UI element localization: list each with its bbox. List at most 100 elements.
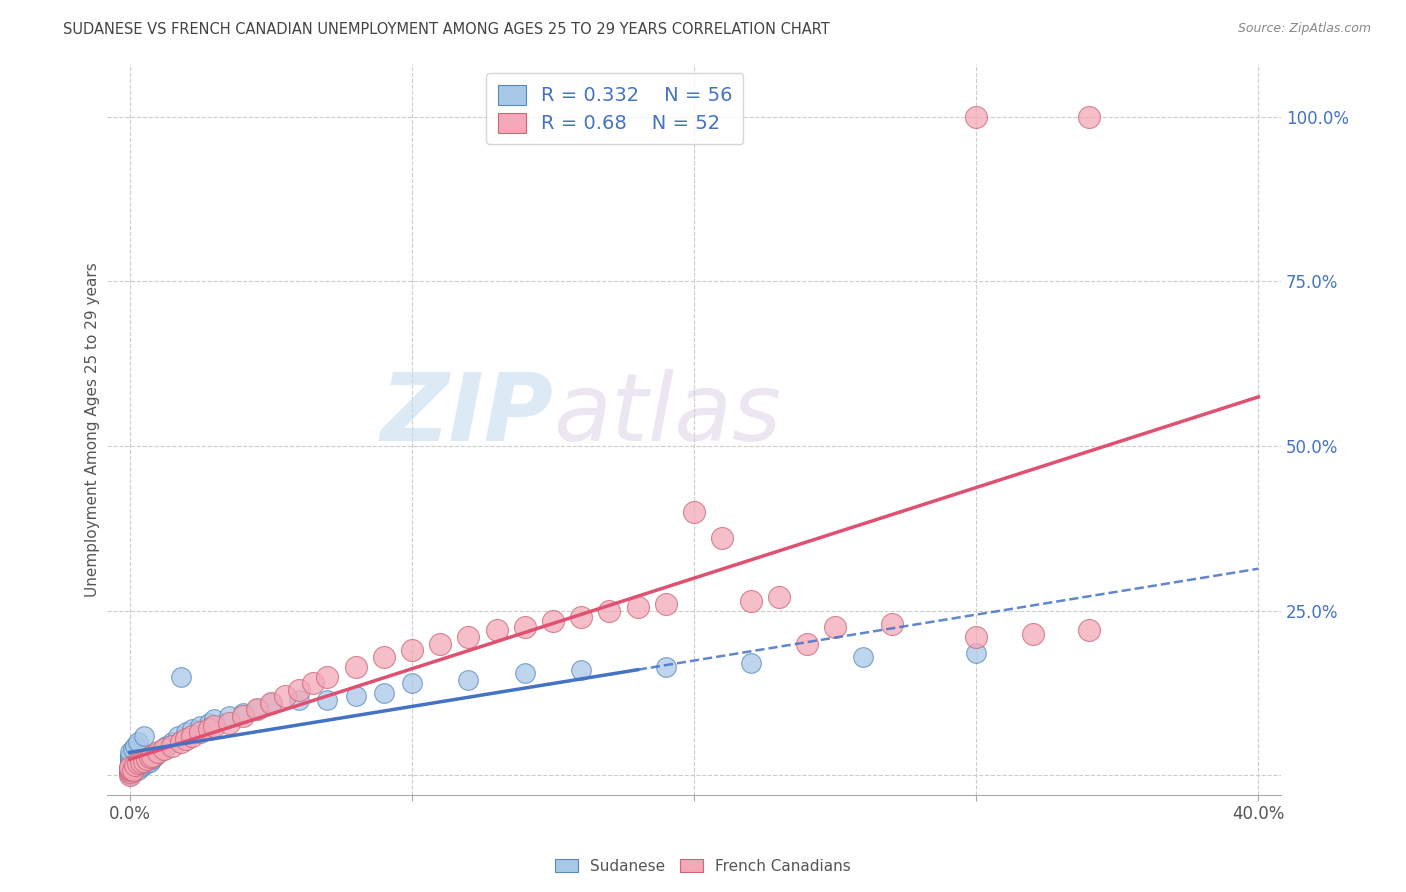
Y-axis label: Unemployment Among Ages 25 to 29 years: Unemployment Among Ages 25 to 29 years (86, 262, 100, 597)
Point (118, 763, 141, 777)
Point (132, 729, 155, 743)
Point (118, 748, 141, 763)
Point (880, 616, 903, 631)
Point (288, 692, 311, 706)
Text: Source: ZipAtlas.com: Source: ZipAtlas.com (1237, 22, 1371, 36)
Point (768, 591, 790, 605)
Point (344, 659, 367, 673)
Point (513, 666, 536, 681)
Point (711, 531, 734, 545)
Point (118, 762, 141, 776)
Point (232, 706, 254, 720)
Point (118, 764, 141, 779)
Point (118, 763, 141, 777)
Point (204, 712, 226, 726)
Point (485, 624, 508, 638)
Legend: Sudanese, French Canadians: Sudanese, French Canadians (548, 853, 858, 880)
Point (129, 755, 152, 769)
Point (169, 735, 191, 749)
Point (373, 649, 395, 664)
Point (513, 620, 536, 634)
Point (373, 686, 395, 700)
Point (1078, 624, 1101, 638)
Legend: R = 0.332    N = 56, R = 0.68    N = 52: R = 0.332 N = 56, R = 0.68 N = 52 (486, 73, 744, 145)
Point (260, 696, 283, 710)
Point (218, 709, 240, 723)
Point (188, 725, 211, 739)
Point (274, 690, 297, 704)
Point (118, 768, 141, 782)
Point (121, 764, 143, 779)
Point (118, 752, 141, 766)
Point (118, 755, 141, 769)
Point (118, 762, 141, 776)
Point (683, 505, 706, 519)
Point (124, 762, 146, 776)
Point (129, 760, 152, 774)
Point (180, 722, 202, 736)
Text: ZIP: ZIP (381, 369, 553, 461)
Point (141, 752, 163, 766)
Point (121, 742, 143, 756)
Point (740, 657, 762, 671)
Point (457, 673, 479, 687)
Point (457, 630, 479, 644)
Point (1021, 626, 1043, 640)
Point (118, 754, 141, 768)
Point (141, 748, 163, 763)
Text: SUDANESE VS FRENCH CANADIAN UNEMPLOYMENT AMONG AGES 25 TO 29 YEARS CORRELATION C: SUDANESE VS FRENCH CANADIAN UNEMPLOYMENT… (63, 22, 830, 37)
Point (118, 767, 141, 781)
Point (344, 690, 367, 704)
Point (118, 750, 141, 764)
Point (796, 637, 818, 651)
Point (598, 604, 620, 618)
Point (138, 750, 160, 764)
Point (965, 110, 987, 124)
Point (118, 756, 141, 771)
Text: atlas: atlas (553, 369, 782, 460)
Point (146, 745, 169, 759)
Point (135, 752, 157, 766)
Point (401, 676, 423, 690)
Point (124, 758, 146, 772)
Point (198, 715, 221, 730)
Point (1078, 110, 1101, 124)
Point (143, 748, 166, 763)
Point (118, 760, 141, 774)
Point (118, 765, 141, 780)
Point (316, 692, 339, 706)
Point (965, 630, 987, 644)
Point (146, 745, 169, 759)
Point (188, 719, 211, 733)
Point (160, 739, 183, 753)
Point (232, 709, 254, 723)
Point (204, 719, 226, 733)
Point (118, 768, 141, 782)
Point (169, 669, 191, 683)
Point (174, 725, 197, 739)
Point (541, 614, 564, 628)
Point (118, 758, 141, 772)
Point (132, 754, 155, 768)
Point (260, 696, 283, 710)
Point (246, 702, 269, 716)
Point (655, 659, 678, 673)
Point (138, 755, 160, 769)
Point (198, 722, 221, 736)
Point (302, 676, 325, 690)
Point (852, 649, 875, 664)
Point (569, 610, 592, 624)
Point (824, 620, 846, 634)
Point (429, 637, 451, 651)
Point (127, 735, 149, 749)
Point (160, 735, 183, 749)
Point (124, 739, 146, 753)
Point (118, 760, 141, 774)
Point (121, 763, 143, 777)
Point (288, 682, 311, 697)
Point (127, 756, 149, 771)
Point (246, 702, 269, 716)
Point (152, 742, 174, 756)
Point (180, 729, 202, 743)
Point (569, 663, 592, 677)
